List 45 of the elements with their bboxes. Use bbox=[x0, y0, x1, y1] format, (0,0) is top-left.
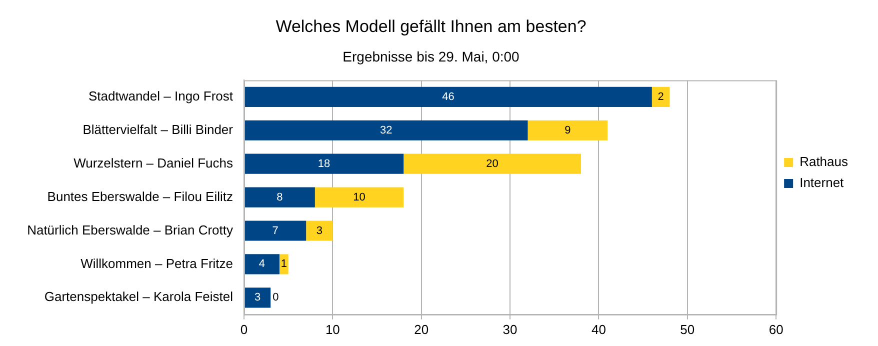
bar bbox=[652, 86, 670, 107]
chart-title: Welches Modell gefällt Ihnen am besten? bbox=[276, 16, 586, 36]
x-tick-label: 30 bbox=[502, 322, 518, 337]
data-label: 8 bbox=[276, 191, 283, 204]
bar bbox=[244, 86, 652, 107]
x-tick-label: 0 bbox=[240, 322, 248, 337]
data-label: 3 bbox=[254, 292, 261, 304]
data-label: 46 bbox=[442, 90, 454, 103]
x-tick-label: 20 bbox=[414, 322, 429, 337]
data-label: 10 bbox=[353, 191, 366, 204]
y-tick-label: Natürlich Eberswalde – Brian Crotty bbox=[27, 222, 234, 238]
bar bbox=[244, 154, 404, 174]
bar bbox=[314, 187, 404, 208]
legend-label: Rathaus bbox=[800, 154, 848, 170]
x-tick-label: 40 bbox=[591, 322, 606, 337]
data-label: 18 bbox=[318, 158, 330, 170]
data-label: 32 bbox=[380, 124, 392, 136]
bar bbox=[404, 154, 581, 174]
x-tick-label: 50 bbox=[680, 322, 695, 337]
legend-label: Internet bbox=[800, 175, 844, 190]
y-tick-label: Stadtwandel – Ingo Frost bbox=[88, 88, 234, 104]
y-tick-label: Wurzelstern – Daniel Fuchs bbox=[74, 155, 234, 170]
data-label: 9 bbox=[564, 124, 571, 136]
y-tick-label: Gartenspektakel – Karola Feistel bbox=[44, 289, 234, 304]
data-label: 3 bbox=[316, 224, 322, 237]
bar bbox=[244, 120, 528, 140]
bar bbox=[306, 220, 333, 241]
x-tick-label: 60 bbox=[768, 322, 784, 337]
bar bbox=[244, 288, 271, 308]
bar bbox=[279, 254, 288, 274]
data-label: 20 bbox=[486, 158, 498, 170]
data-label: 4 bbox=[258, 258, 266, 270]
y-tick-label: Blättervielfalt – Billi Binder bbox=[82, 122, 234, 137]
data-label: 7 bbox=[272, 224, 278, 237]
bar bbox=[244, 220, 306, 241]
data-label: 1 bbox=[280, 258, 287, 270]
bar bbox=[244, 254, 280, 274]
bar bbox=[244, 187, 315, 208]
y-tick-label: Willkommen – Petra Fritze bbox=[80, 256, 233, 271]
data-label: 2 bbox=[658, 90, 664, 103]
x-tick-label: 10 bbox=[325, 322, 340, 337]
bar bbox=[528, 120, 608, 140]
chart-subtitle: Ergebnisse bis 29. Mai, 0:00 bbox=[342, 48, 520, 65]
data-label: 0 bbox=[272, 292, 279, 304]
y-tick-label: Buntes Eberswalde – Filou Eilitz bbox=[47, 188, 233, 204]
